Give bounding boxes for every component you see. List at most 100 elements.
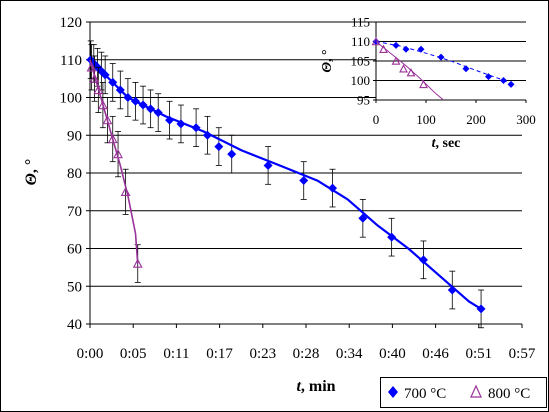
inset-y-axis-var: Θ: [320, 62, 335, 73]
inset-data-point-diamond: [462, 65, 470, 73]
data-point-diamond: [146, 104, 156, 114]
main-y-tick-label: 50: [67, 279, 82, 295]
data-point-diamond: [115, 85, 125, 95]
inset-trend-line: [375, 41, 444, 101]
inset-x-axis-title: t, sec: [432, 136, 461, 151]
data-point-diamond: [165, 115, 175, 125]
inset-data-point-triangle: [419, 79, 428, 89]
inset-data-point-triangle: [406, 68, 416, 77]
legend: 700 °C 800 °C: [380, 377, 547, 408]
inset-data-point-diamond: [500, 77, 507, 84]
main-y-tick-label: 80: [67, 166, 82, 182]
main-y-tick-label: 100: [60, 91, 83, 107]
inset-data-point-diamond: [507, 80, 515, 88]
inset-y-tick-label: 95: [357, 93, 370, 108]
main-y-axis-title: Θ, °: [23, 159, 40, 186]
main-x-axis-unit: , min: [301, 378, 336, 395]
data-point-diamond: [153, 108, 163, 118]
inset-y-axis-title: Θ, °: [320, 49, 335, 72]
data-point-diamond: [108, 77, 118, 87]
main-x-tick-label: 0:17: [206, 346, 233, 362]
main-x-tick-label: 0:11: [163, 346, 189, 362]
inset-x-axis-var: t: [432, 136, 437, 151]
inset-plot-background: [376, 42, 526, 100]
data-point-diamond: [263, 160, 273, 170]
data-point-diamond: [176, 119, 186, 129]
data-point-triangle: [120, 186, 131, 197]
data-point-diamond: [138, 100, 148, 110]
data-point-triangle: [102, 114, 113, 125]
main-y-tick-label: 40: [67, 317, 82, 333]
main-y-tick-label: 60: [67, 242, 82, 258]
main-y-tick-label: 120: [60, 15, 83, 31]
data-point-diamond: [214, 142, 224, 152]
inset-series-800: [371, 36, 444, 101]
data-point-diamond: [123, 93, 133, 102]
inset-y-tick-label: 110: [351, 34, 370, 49]
inset-y-tick-label: 100: [351, 73, 371, 88]
inset-data-point-triangle: [379, 44, 388, 54]
main-y-axis-unit: , °: [23, 159, 40, 173]
data-point-triangle: [113, 148, 123, 159]
main-y-tick-label: 90: [67, 128, 82, 144]
data-point-triangle: [132, 258, 143, 268]
main-y-tick-label: 110: [60, 53, 82, 69]
inset-ticks: 95 100 105 110 115 0 100 200 300: [351, 15, 536, 128]
data-point-diamond: [418, 255, 428, 265]
data-point-diamond: [100, 70, 110, 80]
data-point-diamond: [130, 96, 140, 106]
data-point-triangle: [107, 133, 118, 144]
main-x-tick-label: 0:23: [249, 346, 276, 362]
inset-data-point-diamond: [417, 45, 425, 53]
inset-y-tick-label: 115: [351, 15, 370, 30]
main-x-tick-label: 0:28: [293, 346, 320, 362]
inset-data-point-diamond: [437, 53, 445, 61]
inset-x-tick-label: 0: [373, 112, 380, 127]
main-x-tick-label: 0:00: [77, 346, 104, 362]
data-point-triangle: [86, 62, 97, 72]
inset-data-point-diamond: [392, 41, 400, 49]
main-x-axis-var: t: [296, 378, 301, 395]
inset-series: [371, 36, 517, 101]
legend-triangle-icon: [470, 384, 482, 398]
main-y-tick-label: 70: [67, 204, 82, 220]
inset-data-point-triangle: [399, 64, 408, 73]
inset-data-point-diamond: [485, 73, 492, 81]
data-point-triangle: [93, 84, 104, 95]
inset-y-tick-label: 105: [351, 54, 371, 69]
main-x-tick-label: 0:34: [336, 346, 363, 362]
data-point-diamond: [299, 176, 309, 186]
main-ticks: 40 50 60 70 80 90 100 110 120 0:00 0:05 0:11 0:17 0:2…: [60, 15, 536, 362]
inset-data-point-diamond: [402, 45, 410, 53]
inset-chart: 95 100 105 110 115 0 100 200 300 t, sec Θ, °: [320, 15, 536, 152]
main-series: [86, 40, 486, 329]
data-point-diamond: [328, 183, 338, 193]
legend-diamond-icon: [388, 386, 398, 398]
main-y-axis-var: Θ: [23, 173, 40, 185]
inset-trend-line: [375, 41, 517, 87]
legend-label-700: 700 °C: [404, 386, 446, 402]
data-point-diamond: [447, 285, 457, 295]
data-point-diamond: [202, 130, 212, 140]
data-point-diamond: [476, 304, 486, 314]
data-point-triangle: [89, 73, 100, 83]
inset-x-axis-unit: , sec: [436, 136, 461, 151]
data-point-diamond: [227, 149, 237, 159]
main-series-800: [86, 44, 143, 283]
main-x-tick-label: 0:46: [422, 346, 449, 362]
legend-label-800: 800 °C: [488, 386, 530, 402]
data-point-diamond: [191, 123, 201, 133]
inset-data-point-triangle: [371, 36, 381, 46]
inset-x-tick-label: 300: [516, 112, 536, 127]
inset-x-tick-label: 200: [466, 112, 486, 127]
inset-data-point-triangle: [391, 56, 401, 65]
inset-x-tick-label: 100: [416, 112, 436, 127]
data-point-diamond: [358, 213, 368, 223]
main-x-tick-label: 0:51: [465, 346, 492, 362]
data-point-triangle: [97, 99, 108, 110]
main-x-axis-title: t, min: [296, 378, 335, 395]
main-x-tick-label: 0:40: [379, 346, 406, 362]
main-x-tick-label: 0:05: [120, 346, 147, 362]
